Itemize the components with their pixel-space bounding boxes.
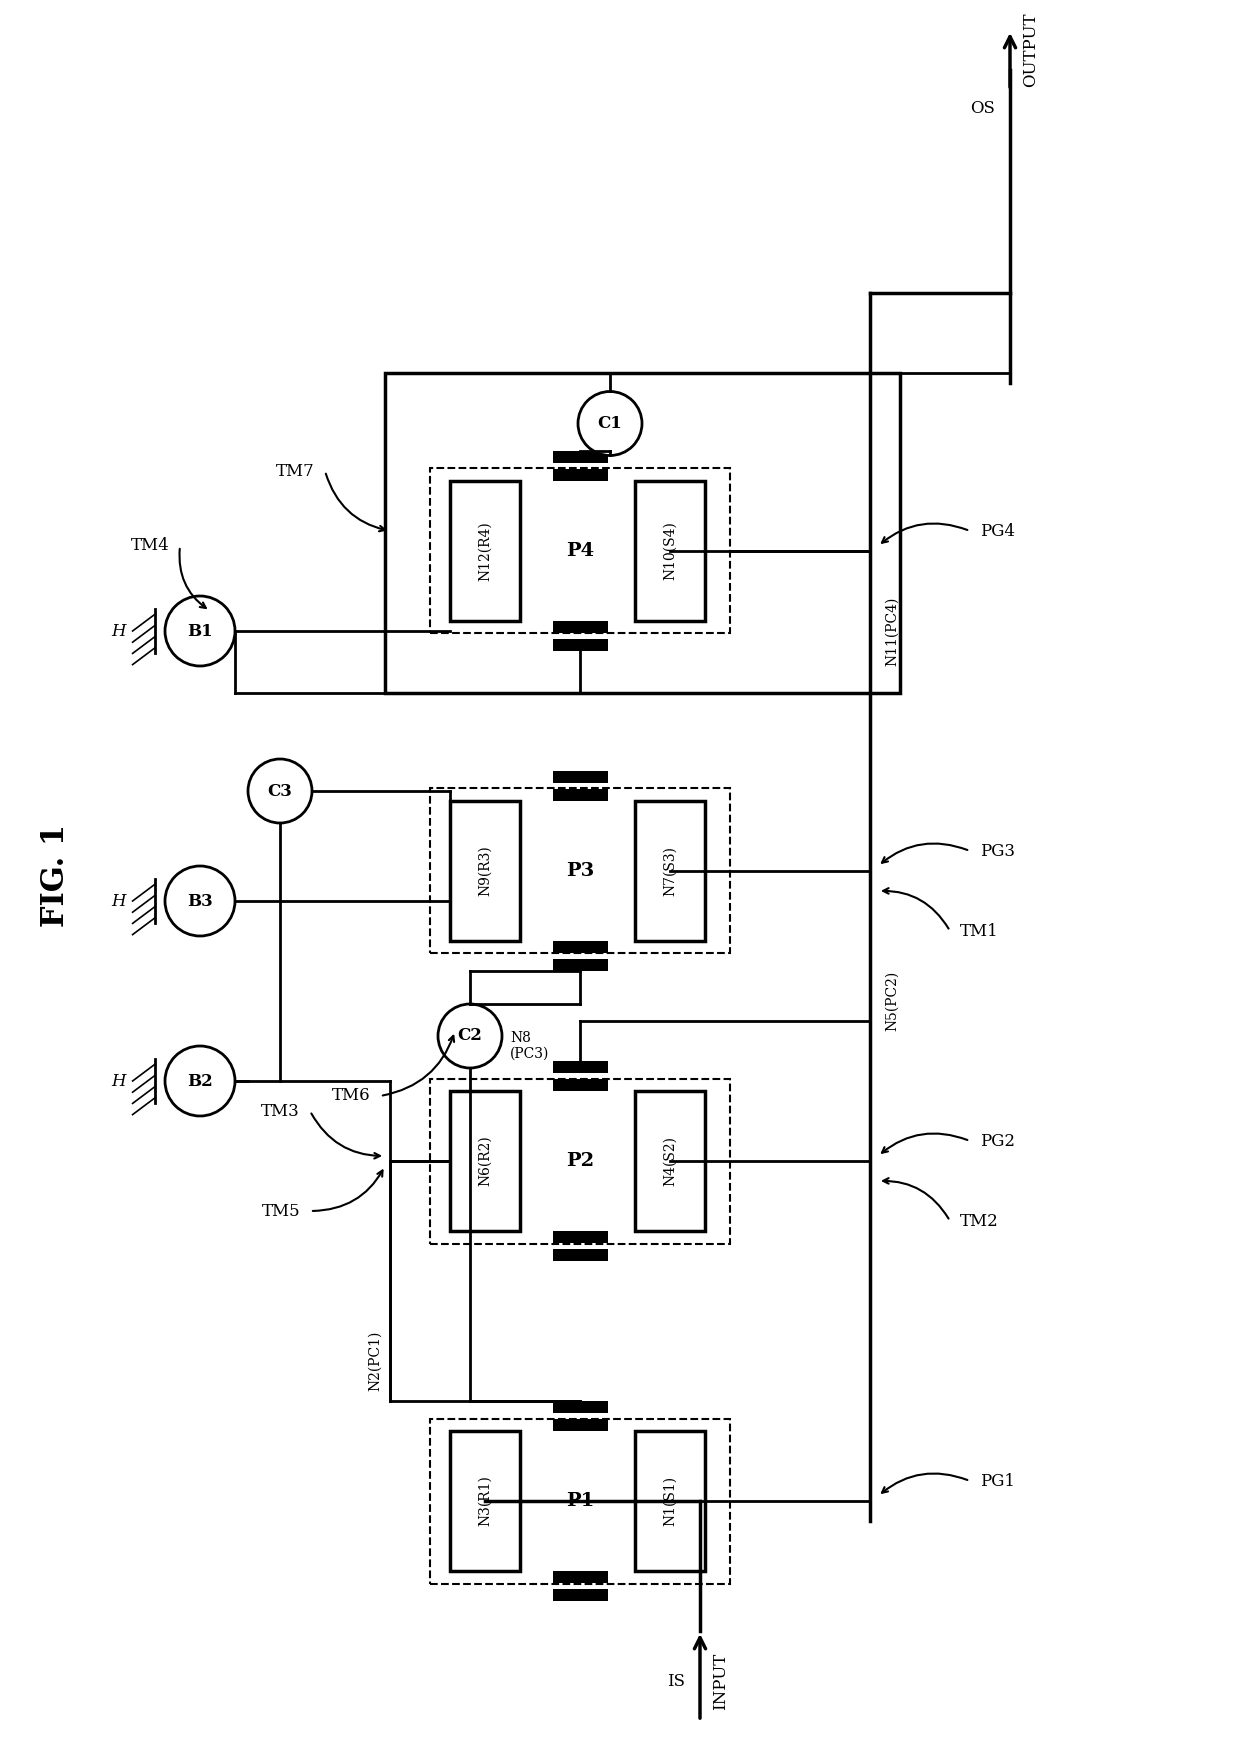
Bar <box>450 800 520 940</box>
Text: H: H <box>112 1073 125 1089</box>
Text: B1: B1 <box>187 623 213 639</box>
Bar <box>553 639 608 651</box>
Text: N3(R1): N3(R1) <box>477 1476 492 1527</box>
Text: C3: C3 <box>268 783 293 800</box>
Bar <box>430 469 730 634</box>
Circle shape <box>165 867 236 937</box>
Circle shape <box>248 758 312 823</box>
Text: P2: P2 <box>565 1152 594 1170</box>
Text: PG2: PG2 <box>980 1133 1016 1149</box>
Text: TM4: TM4 <box>131 538 170 555</box>
Text: P1: P1 <box>565 1492 594 1509</box>
Bar <box>553 469 608 482</box>
Bar <box>553 1248 608 1261</box>
Text: C1: C1 <box>598 415 622 432</box>
Bar <box>553 960 608 972</box>
Bar <box>553 1231 608 1243</box>
Bar <box>553 1079 608 1091</box>
Bar <box>553 1061 608 1073</box>
Bar <box>553 790 608 800</box>
Text: IS: IS <box>667 1672 684 1690</box>
Text: N5(PC2): N5(PC2) <box>885 970 899 1031</box>
Bar <box>635 1091 706 1231</box>
Text: TM2: TM2 <box>960 1212 998 1229</box>
Text: TM6: TM6 <box>331 1087 370 1105</box>
Text: C2: C2 <box>458 1028 482 1045</box>
Bar <box>553 1418 608 1431</box>
Bar <box>553 1401 608 1413</box>
Bar <box>635 482 706 622</box>
Text: H: H <box>112 893 125 909</box>
Text: OS: OS <box>970 100 994 117</box>
Text: B2: B2 <box>187 1073 213 1089</box>
Text: FIG. 1: FIG. 1 <box>40 825 71 926</box>
Bar <box>553 622 608 634</box>
Circle shape <box>438 1003 502 1068</box>
Circle shape <box>578 392 642 455</box>
Text: H: H <box>112 623 125 639</box>
Bar <box>450 482 520 622</box>
Text: TM3: TM3 <box>262 1103 300 1119</box>
Text: N7(S3): N7(S3) <box>663 846 677 897</box>
Text: PG3: PG3 <box>980 842 1016 860</box>
Bar <box>553 940 608 953</box>
Text: TM5: TM5 <box>262 1203 300 1219</box>
Circle shape <box>165 595 236 665</box>
Bar <box>450 1431 520 1571</box>
Bar <box>430 1079 730 1243</box>
Text: N2(PC1): N2(PC1) <box>368 1331 382 1392</box>
Bar <box>450 1091 520 1231</box>
Text: N4(S2): N4(S2) <box>663 1136 677 1185</box>
Text: PG4: PG4 <box>980 522 1016 539</box>
Text: N9(R3): N9(R3) <box>477 846 492 897</box>
Text: P4: P4 <box>565 543 594 560</box>
Bar <box>553 452 608 462</box>
Bar <box>553 770 608 783</box>
Bar <box>553 1571 608 1583</box>
Bar <box>635 1431 706 1571</box>
Text: N1(S1): N1(S1) <box>663 1476 677 1527</box>
Text: N6(R2): N6(R2) <box>477 1136 492 1187</box>
Bar <box>635 800 706 940</box>
Text: B3: B3 <box>187 893 213 909</box>
Text: N12(R4): N12(R4) <box>477 522 492 581</box>
Bar <box>384 373 900 693</box>
Text: PG1: PG1 <box>980 1473 1016 1490</box>
Text: N8
(PC3): N8 (PC3) <box>510 1031 549 1061</box>
Circle shape <box>165 1045 236 1115</box>
Text: TM1: TM1 <box>960 923 998 940</box>
Bar <box>430 1418 730 1583</box>
Text: N10(S4): N10(S4) <box>663 522 677 580</box>
Text: P3: P3 <box>565 861 594 881</box>
Text: N11(PC4): N11(PC4) <box>885 597 899 665</box>
Text: OUTPUT: OUTPUT <box>1022 12 1039 88</box>
Text: INPUT: INPUT <box>712 1653 729 1709</box>
Bar <box>553 1588 608 1600</box>
Bar <box>430 788 730 954</box>
Text: TM7: TM7 <box>277 462 315 480</box>
